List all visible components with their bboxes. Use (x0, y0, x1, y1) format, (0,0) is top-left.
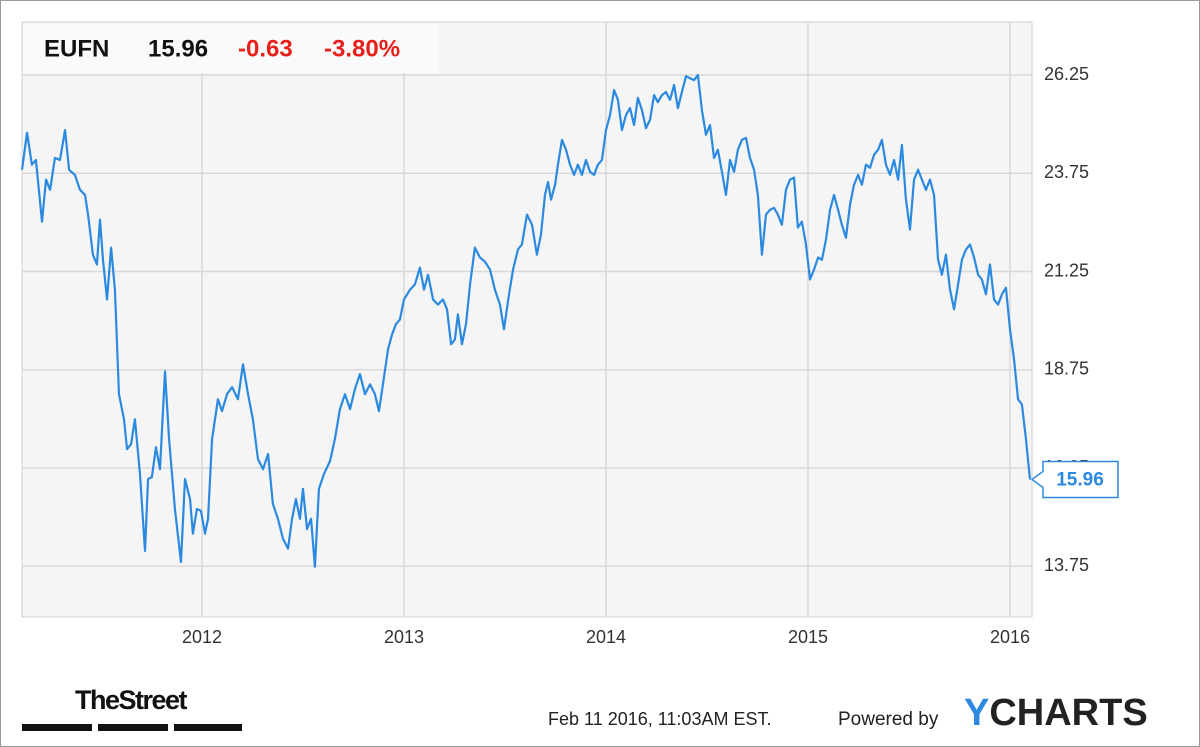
x-tick-label: 2013 (384, 627, 424, 647)
x-tick-label: 2015 (788, 627, 828, 647)
y-tick-label: 21.25 (1044, 260, 1089, 280)
y-tick-label: 13.75 (1044, 555, 1089, 575)
x-tick-label: 2012 (182, 627, 222, 647)
powered-by: Powered by (838, 709, 939, 730)
change-percent: -3.80% (324, 35, 400, 62)
series (20, 73, 1032, 568)
x-tick-label: 2014 (586, 627, 626, 647)
symbol: EUFN (44, 35, 109, 62)
price-line (20, 73, 1032, 568)
y-tick-label: 23.75 (1044, 162, 1089, 182)
source-logo: TheStreet (75, 685, 188, 715)
y-tick-label: 18.75 (1044, 359, 1089, 379)
axes: 13.7516.2518.7521.2523.7526.252012201320… (182, 64, 1089, 647)
logo-bar (98, 724, 168, 731)
plot-area (21, 21, 1033, 618)
header-box (23, 23, 439, 73)
logo-bar (22, 724, 92, 731)
last-value-label: 15.96 (1056, 469, 1104, 490)
change: -0.63 (238, 35, 293, 62)
tag-box (1030, 460, 1119, 499)
x-tick-label: 2016 (990, 627, 1030, 647)
logo-bar (174, 724, 242, 731)
y-tick-label: 26.25 (1044, 64, 1089, 84)
logo-mark: Y (964, 692, 989, 734)
price: 15.96 (148, 35, 208, 62)
logo-text: CHARTS (989, 692, 1147, 734)
last-value-tag: 15.96 (1030, 460, 1119, 499)
ycharts-logo: YCHARTS (964, 692, 1148, 734)
timestamp: Feb 11 2016, 11:03AM EST. (548, 709, 771, 729)
